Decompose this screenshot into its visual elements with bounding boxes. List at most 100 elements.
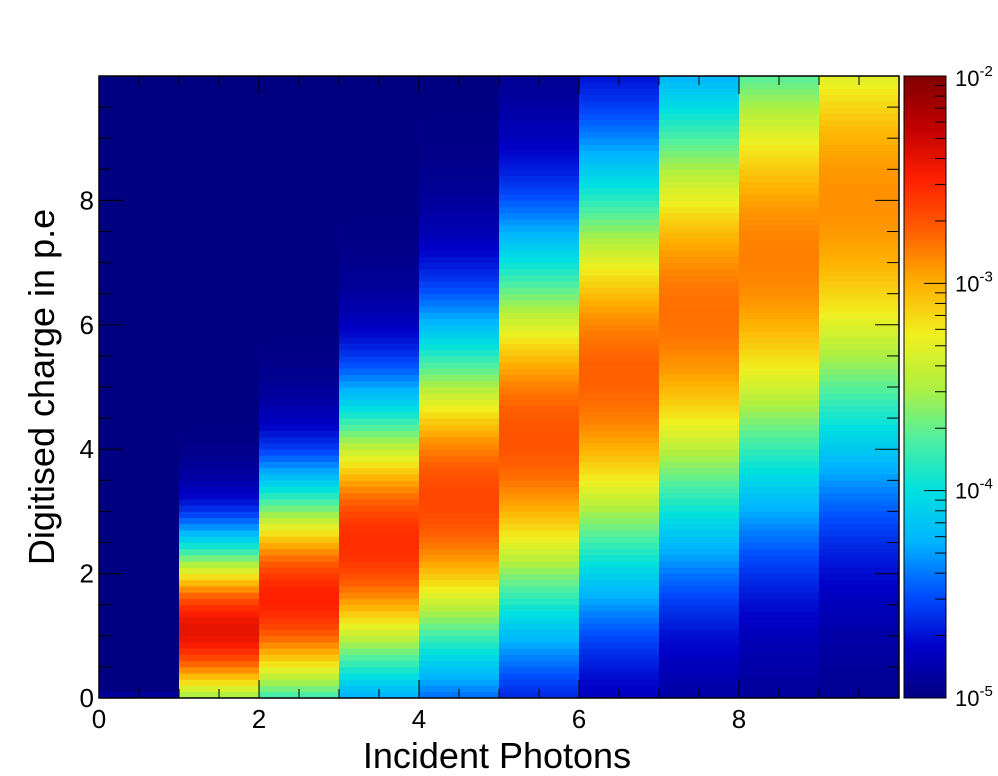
heatmap-cell — [739, 486, 820, 494]
heatmap-cell — [339, 504, 420, 512]
heatmap-cell — [179, 324, 260, 332]
heatmap-cell — [659, 287, 740, 295]
heatmap-cell — [179, 156, 260, 164]
heatmap-cell — [579, 486, 660, 494]
heatmap-cell — [499, 355, 580, 363]
heatmap-cell — [579, 542, 660, 550]
heatmap-cell — [739, 598, 820, 606]
heatmap-cell — [579, 274, 660, 282]
heatmap-cell — [339, 535, 420, 543]
heatmap-cell — [819, 479, 899, 487]
heatmap-cell — [579, 336, 660, 344]
heatmap-cell — [739, 641, 820, 649]
heatmap-cell — [339, 523, 420, 531]
heatmap-cell — [659, 579, 740, 587]
heatmap-cell — [499, 554, 580, 562]
heatmap-cell — [819, 137, 899, 145]
heatmap-cell — [99, 666, 180, 674]
heatmap-cell — [179, 647, 260, 655]
heatmap-cell — [819, 442, 899, 450]
heatmap-cell — [739, 647, 820, 655]
heatmap-cell — [499, 100, 580, 108]
heatmap-cell — [339, 361, 420, 369]
heatmap-cell — [179, 88, 260, 96]
heatmap-cell — [179, 678, 260, 686]
heatmap-cell — [739, 106, 820, 114]
heatmap-cell — [819, 629, 899, 637]
heatmap-cell — [659, 249, 740, 257]
heatmap-cell — [819, 641, 899, 649]
heatmap-cell — [339, 436, 420, 444]
heatmap-cell — [659, 162, 740, 170]
heatmap-cell — [339, 647, 420, 655]
heatmap-cell — [99, 610, 180, 618]
heatmap-cell — [739, 473, 820, 481]
heatmap-cell — [659, 137, 740, 145]
heatmap-cell — [99, 585, 180, 593]
heatmap-cell — [499, 442, 580, 450]
heatmap-cell — [99, 374, 180, 382]
heatmap-cell — [499, 125, 580, 133]
heatmap-cell — [419, 330, 500, 338]
colorbar-labels: 10-2 10-3 10-4 10-5 — [955, 63, 993, 711]
heatmap-cell — [739, 660, 820, 668]
heatmap-cell — [99, 299, 180, 307]
heatmap-cell — [819, 200, 899, 208]
heatmap-cell — [179, 535, 260, 543]
heatmap-cell — [499, 542, 580, 550]
heatmap-cell — [339, 349, 420, 357]
heatmap-cell — [179, 262, 260, 270]
heatmap-cell — [259, 361, 340, 369]
heatmap-cell — [579, 685, 660, 693]
heatmap-cell — [819, 585, 899, 593]
heatmap-cell — [259, 187, 340, 195]
heatmap-cell — [339, 224, 420, 232]
heatmap-cell — [659, 293, 740, 301]
heatmap-cell — [499, 498, 580, 506]
heatmap-cell — [819, 560, 899, 568]
heatmap-cell — [419, 119, 500, 127]
heatmap-cell — [99, 511, 180, 519]
heatmap-cell — [99, 598, 180, 606]
heatmap-cell — [659, 212, 740, 220]
heatmap-cell — [579, 311, 660, 319]
heatmap-cell — [659, 224, 740, 232]
heatmap-cell — [499, 455, 580, 463]
heatmap-cell — [99, 274, 180, 282]
heatmap-cell — [259, 629, 340, 637]
heatmap-cell — [259, 299, 340, 307]
heatmap-cell — [739, 274, 820, 282]
heatmap-cell — [739, 504, 820, 512]
heatmap-cell — [179, 175, 260, 183]
heatmap-cell — [419, 548, 500, 556]
heatmap-cell — [819, 336, 899, 344]
heatmap-cell — [259, 411, 340, 419]
heatmap-cell — [259, 293, 340, 301]
heatmap-cell — [99, 442, 180, 450]
heatmap-cell — [259, 355, 340, 363]
heatmap-cell — [659, 193, 740, 201]
heatmap-cell — [579, 175, 660, 183]
heatmap-cell — [739, 672, 820, 680]
heatmap-cell — [179, 243, 260, 251]
heatmap-cell — [339, 380, 420, 388]
heatmap-cell — [659, 330, 740, 338]
heatmap-cell — [419, 535, 500, 543]
heatmap-cell — [499, 436, 580, 444]
heatmap-cell — [499, 461, 580, 469]
heatmap-cell — [579, 386, 660, 394]
heatmap-cell — [739, 355, 820, 363]
heatmap-cell — [419, 218, 500, 226]
heatmap-cell — [179, 311, 260, 319]
heatmap-cell — [819, 243, 899, 251]
heatmap-cell — [259, 231, 340, 239]
heatmap-cell — [339, 100, 420, 108]
heatmap-cell — [579, 467, 660, 475]
heatmap-cell — [499, 224, 580, 232]
heatmap-cell — [579, 548, 660, 556]
heatmap-cell — [579, 442, 660, 450]
heatmap-cell — [99, 529, 180, 537]
heatmap-cell — [179, 629, 260, 637]
heatmap-cell — [339, 411, 420, 419]
heatmap-cell — [419, 560, 500, 568]
